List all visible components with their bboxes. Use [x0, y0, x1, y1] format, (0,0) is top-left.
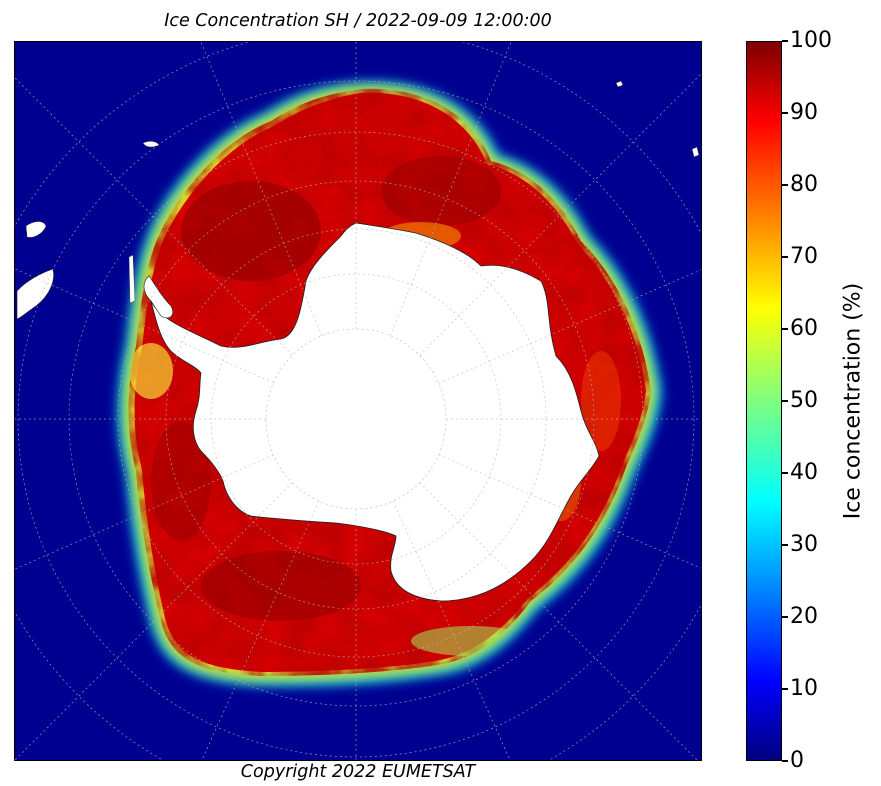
- colorbar-tick: 90: [782, 101, 842, 125]
- tick-label: 0: [790, 748, 804, 773]
- colorbar-tick: 80: [782, 173, 842, 197]
- colorbar-tick: 30: [782, 533, 842, 557]
- tick-mark: [782, 184, 788, 186]
- tick-label: 60: [790, 316, 818, 341]
- pole-hole: [266, 329, 446, 509]
- tick-mark: [782, 760, 788, 762]
- tick-label: 10: [790, 676, 818, 701]
- tick-label: 30: [790, 532, 818, 557]
- tick-mark: [782, 616, 788, 618]
- tick-label: 50: [790, 388, 818, 413]
- tick-label: 70: [790, 244, 818, 269]
- colorbar-tick: 60: [782, 317, 842, 341]
- tick-label: 40: [790, 460, 818, 485]
- colorbar-tick: 40: [782, 461, 842, 485]
- tick-label: 80: [790, 172, 818, 197]
- colorbar-ticks: 0 10 20 30 40 50 60 70 80 90 100: [782, 29, 842, 773]
- colorbar-tick: 0: [782, 749, 842, 773]
- tick-mark: [782, 688, 788, 690]
- colorbar-label: Ice concentration (%): [840, 282, 866, 520]
- colorbar: [746, 41, 782, 761]
- tick-label: 20: [790, 604, 818, 629]
- colorbar-tick: 20: [782, 605, 842, 629]
- tick-mark: [782, 40, 788, 42]
- copyright-notice: Copyright 2022 EUMETSAT: [240, 762, 476, 782]
- colorbar-tick: 10: [782, 677, 842, 701]
- tick-mark: [782, 544, 788, 546]
- tick-mark: [782, 112, 788, 114]
- tick-mark: [782, 256, 788, 258]
- tick-mark: [782, 328, 788, 330]
- tick-mark: [782, 472, 788, 474]
- map-title: Ice Concentration SH / 2022-09-09 12:00:…: [164, 11, 552, 31]
- colorbar-tick: 50: [782, 389, 842, 413]
- colorbar-tick: 70: [782, 245, 842, 269]
- colorbar-tick: 100: [782, 29, 842, 53]
- tick-mark: [782, 400, 788, 402]
- tick-label: 90: [790, 100, 818, 125]
- tick-label: 100: [790, 28, 832, 53]
- sea-ice-map: [14, 41, 702, 761]
